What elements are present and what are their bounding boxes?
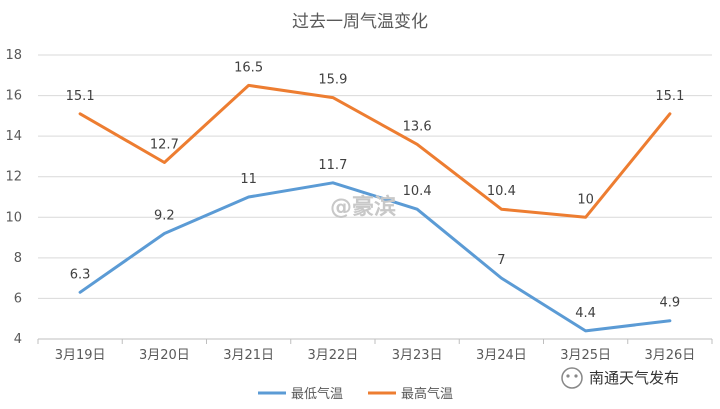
x-tick-label: 3月19日 (55, 348, 106, 363)
gridlines (38, 54, 712, 340)
x-tick-label: 3月22日 (307, 348, 358, 363)
y-tick-label: 10 (5, 210, 22, 225)
data-label: 11 (240, 172, 257, 187)
y-tick-label: 12 (5, 170, 22, 185)
y-tick-label: 8 (14, 251, 22, 266)
y-tick-label: 4 (14, 332, 22, 347)
x-axis-ticks: 3月19日 3月20日 3月21日 3月22日 3月23日 3月24日 3月25日 3月26日 (37, 339, 713, 363)
data-label: 15.9 (318, 73, 347, 88)
data-label: 4.4 (575, 306, 596, 321)
x-tick-label: 3月25日 (560, 348, 611, 363)
data-label: 16.5 (234, 60, 263, 75)
y-tick-label: 6 (14, 291, 22, 306)
legend-label: 最低气温 (291, 386, 343, 402)
data-label: 11.7 (318, 158, 347, 173)
data-label: 15.1 (655, 89, 684, 104)
x-tick-label: 3月20日 (139, 348, 190, 363)
watermark-text: @豪滨 (330, 194, 396, 220)
series-line-0 (78, 181, 672, 333)
data-labels: 6.3 9.2 11 11.7 10.4 7 4.4 4.9 15.1 12.7 16.5 15.9 1… (66, 60, 685, 320)
x-tick-label: 3月21日 (223, 348, 274, 363)
series-line-1 (78, 83, 672, 219)
series-lines (78, 83, 672, 333)
data-label: 4.9 (660, 296, 681, 311)
y-tick-label: 16 (5, 89, 22, 104)
chart-title: 过去一周气温变化 (292, 12, 428, 32)
data-label: 12.7 (150, 138, 179, 153)
legend: 最低气温 最高气温 (258, 386, 453, 402)
watermark-account-name: 南通天气发布 (589, 369, 679, 387)
data-label: 13.6 (403, 119, 432, 134)
data-label: 9.2 (154, 209, 175, 224)
legend-label: 最高气温 (401, 386, 453, 402)
data-label: 7 (497, 253, 505, 268)
wechat-icon (561, 367, 583, 389)
data-label: 6.3 (70, 267, 91, 282)
data-label: 15.1 (66, 89, 95, 104)
y-tick-label: 14 (5, 129, 22, 144)
data-label: 10.4 (487, 184, 516, 199)
data-label: 10.4 (403, 184, 432, 199)
x-tick-label: 3月24日 (476, 348, 527, 363)
y-tick-label: 18 (5, 48, 22, 63)
x-tick-label: 3月23日 (392, 348, 443, 363)
data-label: 10 (577, 192, 594, 207)
x-tick-label: 3月26日 (644, 348, 695, 363)
y-axis-ticks: 4 6 8 10 12 14 16 18 (5, 48, 22, 347)
